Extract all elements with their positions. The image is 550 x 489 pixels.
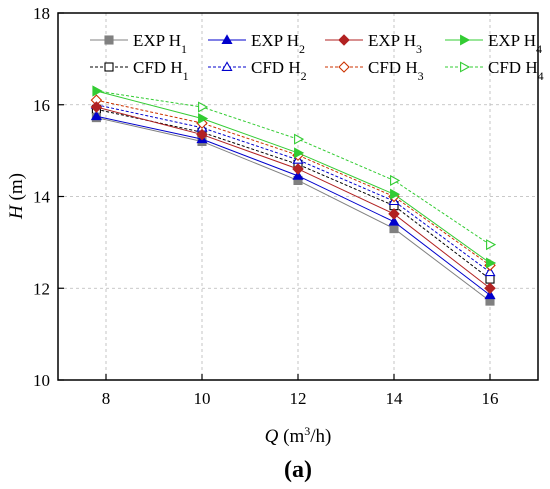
legend-label: CFD H4 bbox=[488, 58, 544, 83]
y-axis-var: H bbox=[6, 204, 27, 220]
x-tick-label: 16 bbox=[482, 389, 499, 408]
x-tick-label: 8 bbox=[102, 389, 111, 408]
legend-item: CFD H1 bbox=[90, 58, 189, 83]
x-axis-unit-prefix: (m bbox=[278, 426, 304, 447]
legend-label: CFD H1 bbox=[133, 58, 189, 83]
legend-item: EXP H1 bbox=[90, 31, 187, 56]
legend-label-sub: 3 bbox=[418, 69, 424, 83]
data-point bbox=[90, 101, 103, 113]
legend-label-prefix: CFD H bbox=[133, 58, 183, 77]
data-point bbox=[292, 163, 304, 175]
y-tick-label: 12 bbox=[33, 279, 50, 298]
legend-label: CFD H2 bbox=[251, 58, 307, 83]
legend-item: EXP H4 bbox=[445, 31, 542, 56]
data-point bbox=[292, 170, 304, 180]
legend-label-prefix: EXP H bbox=[251, 31, 299, 50]
legend-label-sub: 4 bbox=[538, 69, 544, 83]
x-tick-label: 10 bbox=[194, 389, 211, 408]
legend-label-prefix: CFD H bbox=[251, 58, 301, 77]
legend-label-sub: 4 bbox=[536, 42, 542, 56]
legend-label: EXP H4 bbox=[488, 31, 542, 56]
data-point bbox=[198, 101, 209, 113]
series-cfd-h4 bbox=[92, 85, 497, 251]
legend-label-prefix: EXP H bbox=[368, 31, 416, 50]
legend-marker bbox=[221, 34, 233, 44]
legend-marker bbox=[104, 35, 114, 45]
data-point bbox=[388, 208, 400, 220]
legend-label-prefix: CFD H bbox=[368, 58, 418, 77]
y-tick-label: 14 bbox=[33, 188, 51, 207]
data-point bbox=[484, 282, 496, 295]
x-axis-title: Q (m3/h) bbox=[265, 424, 332, 447]
legend-label: EXP H1 bbox=[133, 31, 187, 56]
data-point bbox=[486, 239, 497, 251]
data-point bbox=[486, 257, 497, 269]
data-point bbox=[294, 133, 305, 145]
data-point bbox=[484, 266, 496, 277]
legend-item: CFD H2 bbox=[208, 58, 307, 83]
data-point bbox=[390, 174, 401, 186]
legend-label-sub: 3 bbox=[416, 42, 422, 56]
legend-item: EXP H3 bbox=[325, 31, 422, 56]
series-line bbox=[96, 108, 491, 280]
series-exp-h2 bbox=[90, 110, 496, 300]
legend-label-prefix: EXP H bbox=[488, 31, 536, 50]
y-tick-label: 10 bbox=[33, 371, 50, 390]
legend-marker bbox=[104, 62, 114, 72]
y-axis-title: H (m) bbox=[6, 173, 27, 220]
series-cfd-h1 bbox=[91, 104, 495, 284]
legend-label-sub: 2 bbox=[301, 69, 307, 83]
panel-label: (a) bbox=[284, 457, 312, 483]
legend-item: EXP H2 bbox=[208, 31, 305, 56]
legend-marker bbox=[338, 61, 350, 73]
y-tick-label: 16 bbox=[33, 96, 50, 115]
legend-label-sub: 1 bbox=[181, 42, 187, 56]
data-point bbox=[390, 188, 401, 200]
legend-label: EXP H2 bbox=[251, 31, 305, 56]
series-exp-h4 bbox=[92, 85, 497, 269]
legend-item: CFD H3 bbox=[325, 58, 424, 83]
data-point bbox=[388, 216, 400, 226]
series-line bbox=[96, 90, 491, 246]
x-axis-unit-suffix: /h) bbox=[310, 426, 331, 447]
y-tick-label: 18 bbox=[33, 4, 50, 23]
series-exp-h3 bbox=[90, 101, 496, 295]
legend-marker bbox=[221, 61, 233, 71]
legend-marker bbox=[460, 61, 471, 73]
x-tick-label: 12 bbox=[290, 389, 307, 408]
data-point bbox=[198, 112, 209, 125]
series-layer bbox=[90, 85, 497, 306]
data-point bbox=[196, 128, 208, 141]
series-line bbox=[96, 117, 491, 302]
legend-label-sub: 2 bbox=[299, 42, 305, 56]
x-axis-var: Q bbox=[265, 426, 279, 447]
series-exp-h1 bbox=[91, 113, 495, 306]
series-cfd-h2 bbox=[90, 99, 496, 277]
data-point bbox=[294, 147, 305, 159]
data-point bbox=[90, 110, 102, 121]
y-axis-unit: (m) bbox=[6, 173, 27, 205]
data-point bbox=[92, 85, 103, 97]
x-axis-unit-sup: 3 bbox=[304, 424, 310, 438]
data-point bbox=[389, 224, 399, 234]
legend-label-prefix: CFD H bbox=[488, 58, 538, 77]
series-line bbox=[96, 99, 491, 266]
legend-label-sub: 1 bbox=[183, 69, 189, 83]
x-tick-label: 14 bbox=[386, 389, 404, 408]
legend-label-prefix: EXP H bbox=[133, 31, 181, 50]
legend-label: EXP H3 bbox=[368, 31, 422, 56]
series-line bbox=[96, 90, 491, 264]
legend-marker bbox=[460, 34, 471, 46]
series-line bbox=[96, 106, 491, 289]
x-axis-ticks: 8 10 12 14 16 bbox=[102, 374, 499, 408]
legend-label: CFD H3 bbox=[368, 58, 424, 83]
y-axis-ticks: 10 12 14 16 18 bbox=[33, 4, 64, 390]
legend-item: CFD H4 bbox=[445, 58, 544, 83]
legend-marker bbox=[338, 34, 350, 46]
data-point bbox=[485, 274, 495, 284]
data-point bbox=[484, 289, 496, 300]
series-line bbox=[96, 104, 491, 273]
